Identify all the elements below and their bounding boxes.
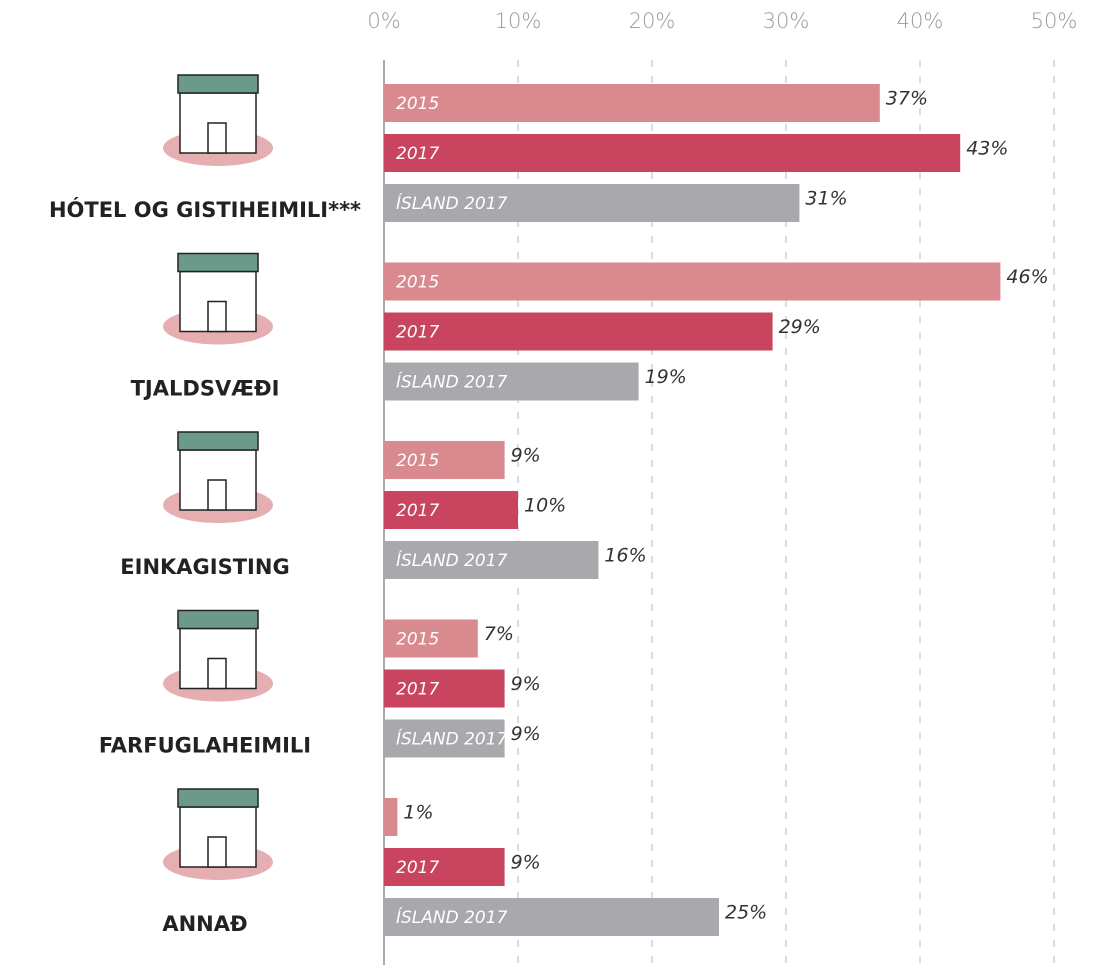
value-label: 9% [511, 673, 541, 695]
bar-series-label: ÍSLAND 2017 [396, 728, 508, 750]
bar-series-label: 2017 [396, 144, 439, 164]
bar [384, 719, 505, 758]
bar-series-label: 2017 [396, 323, 439, 343]
category-icon [163, 74, 273, 166]
bar-series-label: ÍSLAND 2017 [396, 192, 508, 214]
bar [384, 491, 518, 529]
x-tick-label: 40% [897, 9, 944, 33]
value-label: 31% [805, 188, 847, 210]
bar-series-label: 2017 [396, 680, 439, 700]
x-tick-label: 50% [1031, 9, 1078, 33]
x-tick-label: 0% [367, 9, 400, 33]
icon-roof [177, 788, 259, 808]
value-label: 7% [484, 623, 514, 645]
x-tick-label: 10% [495, 9, 542, 33]
bar-series-label: 2015 [396, 451, 439, 471]
x-tick-label: 20% [629, 9, 676, 33]
category-icon [163, 788, 273, 880]
category-label: EINKAGISTING [120, 555, 289, 579]
bar [384, 669, 505, 708]
icon-roof [177, 609, 259, 630]
icon-door [207, 836, 227, 868]
bar [384, 541, 599, 579]
bar-series-label: ÍSLAND 2017 [396, 371, 508, 393]
value-label: 16% [604, 545, 646, 567]
bar [384, 362, 639, 401]
category-label: FARFUGLAHEIMILI [99, 734, 311, 758]
value-label: 46% [1006, 266, 1048, 288]
value-label: 10% [524, 495, 566, 517]
value-label: 25% [725, 902, 767, 924]
value-label: 9% [511, 445, 541, 467]
x-tick-label: 30% [763, 9, 810, 33]
bar-series-label: 2017 [396, 858, 439, 878]
icon-door [207, 122, 227, 154]
bar-series-label: 2015 [396, 630, 439, 650]
bar-series-label: ÍSLAND 2017 [396, 549, 508, 571]
value-label: 43% [966, 138, 1008, 160]
bar [384, 619, 478, 658]
bar-series-label: 2015 [396, 273, 439, 293]
value-label: 29% [779, 316, 821, 338]
bar [384, 898, 719, 936]
value-label: 37% [886, 88, 928, 110]
icon-roof [177, 74, 259, 94]
category-label: HÓTEL OG GISTIHEIMILI*** [49, 197, 361, 222]
icon-door [207, 657, 227, 690]
icon-roof [177, 431, 259, 451]
bar [384, 262, 1001, 301]
bar [384, 848, 505, 886]
icon-door [207, 479, 227, 511]
value-label: 19% [645, 366, 687, 388]
bar [384, 84, 880, 122]
bar [384, 184, 800, 222]
value-label: 1% [403, 802, 433, 824]
icon-door [207, 300, 227, 333]
bar [384, 134, 961, 172]
category-icon [163, 252, 273, 345]
category-label: TJALDSVÆÐI [131, 377, 280, 401]
bar-series-label: 2015 [396, 94, 439, 114]
category-icon [163, 431, 273, 523]
icon-roof [177, 252, 259, 273]
bar [384, 798, 398, 836]
bar-series-label: ÍSLAND 2017 [396, 906, 508, 928]
bar-series-label: 2017 [396, 501, 439, 521]
category-icon [163, 609, 273, 702]
bar [384, 441, 505, 479]
category-label: ANNAÐ [162, 912, 247, 936]
bar [384, 312, 773, 351]
value-label: 9% [511, 852, 541, 874]
value-label: 9% [511, 723, 541, 745]
